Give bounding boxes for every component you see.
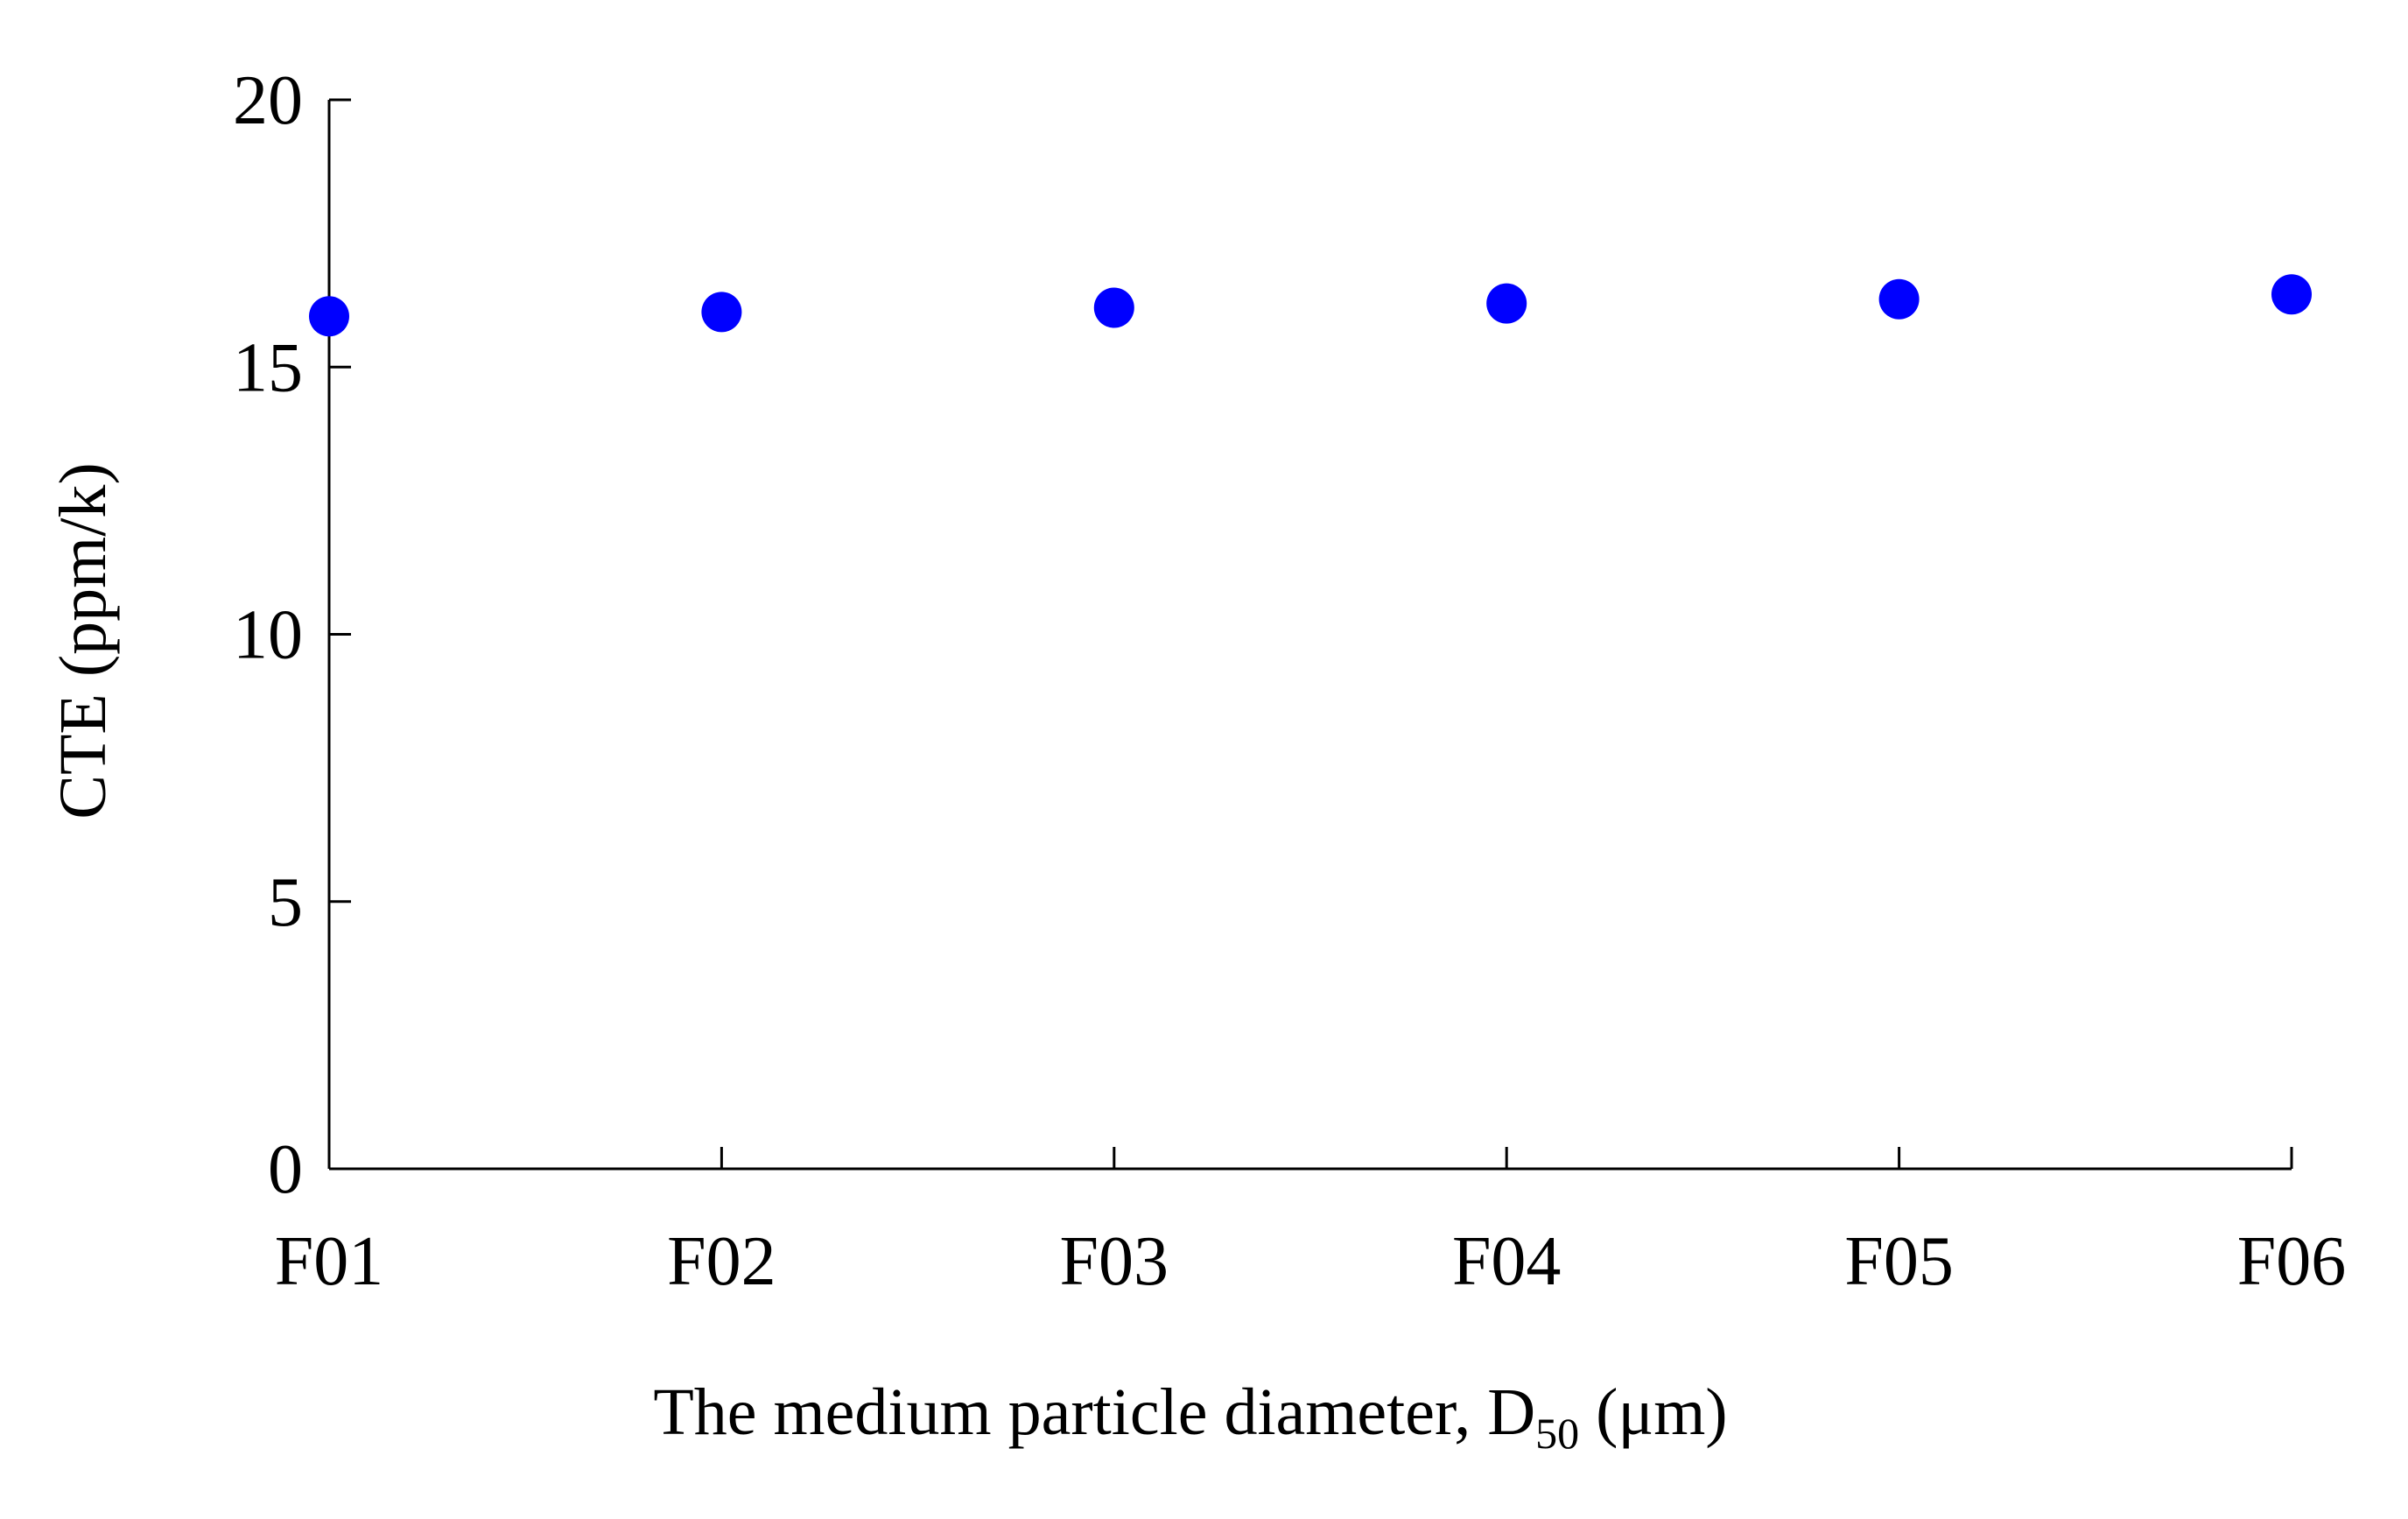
y-tick-label: 5 — [268, 864, 303, 941]
data-points — [309, 274, 2312, 337]
x-tick-label: F03 — [1060, 1223, 1169, 1300]
x-axis-title: The medium particle diameter, D50 (μm) — [653, 1375, 1727, 1458]
data-point — [2271, 274, 2312, 315]
y-ticks: 0 5 10 15 20 — [233, 62, 351, 1208]
data-point — [701, 292, 742, 333]
data-point — [309, 296, 349, 337]
data-point — [1878, 278, 1920, 320]
x-tick-label: F02 — [667, 1223, 776, 1300]
x-tick-label: F06 — [2237, 1223, 2347, 1300]
y-tick-label: 10 — [233, 597, 303, 674]
x-tick-label: F01 — [275, 1223, 384, 1300]
x-axis-title-unit: (μm) — [1579, 1375, 1727, 1449]
plot-area: 0 5 10 15 20 F01 F02 F03 F04 F05 F06 — [233, 62, 2346, 1300]
x-ticks: F01 F02 F03 F04 F05 F06 — [275, 1147, 2347, 1300]
x-axis-title-main: The medium particle diameter, D — [653, 1375, 1535, 1449]
x-axis-title-subscript: 50 — [1535, 1409, 1579, 1458]
y-tick-label: 15 — [233, 329, 303, 406]
x-tick-label: F04 — [1452, 1223, 1562, 1300]
x-tick-label: F05 — [1844, 1223, 1954, 1300]
y-tick-label: 0 — [268, 1131, 303, 1208]
data-point — [1486, 283, 1527, 324]
data-point — [1093, 287, 1134, 328]
y-axis-title: CTE (ppm/k) — [46, 462, 120, 819]
y-tick-label: 20 — [233, 62, 303, 139]
